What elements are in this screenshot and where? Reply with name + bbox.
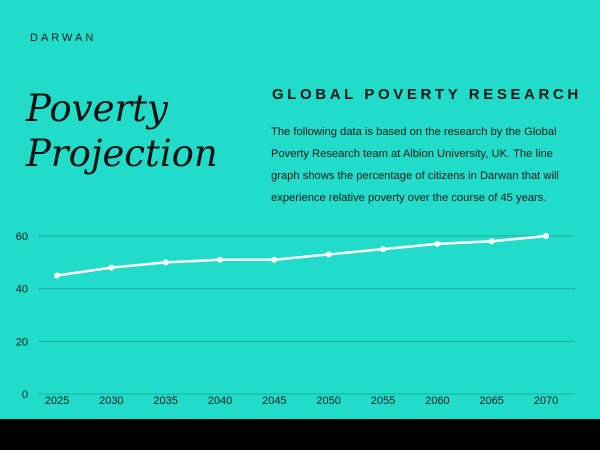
- series-line: [55, 234, 548, 277]
- x-tick-label: 2060: [425, 395, 449, 407]
- x-tick-label: 2055: [371, 395, 395, 407]
- grid-lines: [38, 235, 575, 395]
- y-tick-label: 0: [22, 389, 28, 401]
- title-line-2: Projection: [26, 132, 218, 175]
- brand-label: DARWAN: [30, 32, 97, 44]
- data-point: [162, 259, 169, 266]
- data-point: [271, 256, 278, 263]
- x-tick-label: 2025: [45, 395, 69, 407]
- data-point: [325, 251, 332, 258]
- data-point: [488, 238, 495, 245]
- y-tick-label: 20: [16, 336, 28, 348]
- x-tick-label: 2070: [534, 395, 558, 407]
- data-point: [434, 240, 441, 247]
- x-tick-label: 2045: [262, 395, 286, 407]
- data-point: [54, 272, 60, 279]
- page-title: Poverty Projection: [26, 86, 266, 176]
- title-line-1: Poverty: [26, 87, 168, 130]
- data-point: [543, 233, 549, 239]
- data-point: [380, 246, 386, 253]
- data-point: [217, 256, 223, 263]
- x-tick-label: 2065: [479, 395, 503, 407]
- section-subtitle: GLOBAL POVERTY RESEARCH: [272, 86, 582, 103]
- series-line-path: [55, 234, 548, 277]
- x-tick-label: 2050: [316, 395, 340, 407]
- data-point: [108, 264, 115, 271]
- x-tick-label: 2030: [99, 395, 123, 407]
- y-tick-label: 60: [16, 231, 28, 243]
- infographic-canvas: DARWAN Poverty Projection GLOBAL POVERTY…: [0, 0, 600, 419]
- data-points: [54, 233, 549, 279]
- x-tick-label: 2035: [153, 395, 177, 407]
- description-text: The following data is based on the resea…: [271, 126, 559, 204]
- x-tick-label: 2040: [208, 395, 232, 407]
- y-tick-label: 40: [16, 284, 28, 296]
